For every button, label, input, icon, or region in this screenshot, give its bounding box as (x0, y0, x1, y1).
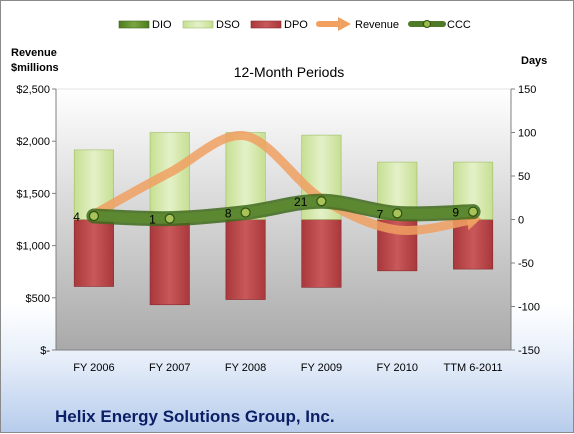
right-tick-label: 0 (518, 215, 524, 227)
right-axis-title: Days (521, 55, 547, 67)
legend-label-ccc: CCC (447, 19, 471, 31)
legend-swatch-dpo (251, 21, 281, 28)
ccc-data-label: 9 (452, 206, 459, 220)
ccc-point (89, 212, 98, 221)
left-tick-label: $1,500 (16, 188, 50, 200)
legend-swatch-dso (183, 21, 213, 28)
ccc-data-label: 4 (73, 210, 80, 224)
legend-label-revenue: Revenue (355, 19, 399, 31)
left-tick-label: $- (40, 345, 50, 357)
x-tick-label: TTM 6-2011 (444, 362, 503, 374)
ccc-data-label: 21 (294, 195, 308, 209)
legend-swatch-dio (119, 21, 149, 28)
right-tick-label: -150 (518, 345, 540, 357)
ccc-point (241, 208, 250, 217)
legend-swatch-revenue (319, 17, 351, 31)
legend-label-dso: DSO (216, 19, 240, 31)
ccc-point (393, 209, 402, 218)
right-tick-label: -50 (518, 258, 534, 270)
x-axis-labels: FY 2006 FY 2007 FY 2008 FY 2009 FY 2010 TTM 6… (73, 362, 502, 374)
left-axis-ticks: $- $500 $1,000 $1,500 $2,000 $2,500 (16, 84, 56, 357)
chart-title: 12-Month Periods (234, 64, 345, 80)
left-tick-label: $1,000 (16, 241, 50, 253)
x-tick-label: FY 2009 (301, 362, 342, 374)
right-tick-label: 100 (518, 128, 536, 140)
right-axis-ticks: -150 -100 -50 0 50 100 150 (511, 84, 540, 357)
left-tick-label: $2,000 (16, 136, 50, 148)
ccc-data-label: 8 (225, 207, 232, 221)
ccc-data-label: 7 (377, 207, 384, 221)
x-tick-label: FY 2006 (73, 362, 114, 374)
ccc-point (317, 197, 326, 206)
left-axis-title-line1: Revenue (11, 47, 57, 59)
dpo-bar (150, 220, 189, 305)
right-tick-label: 150 (518, 84, 536, 96)
legend: DIO DSO DPO Revenue CCC (119, 17, 471, 31)
ccc-point (469, 207, 478, 216)
legend-label-dio: DIO (152, 19, 172, 31)
x-tick-label: FY 2007 (149, 362, 190, 374)
left-tick-label: $500 (26, 293, 50, 305)
legend-swatch-ccc (411, 21, 443, 28)
dpo-bar (302, 220, 341, 288)
ccc-data-label: 1 (149, 213, 156, 227)
right-tick-label: 50 (518, 171, 530, 183)
company-name: Helix Energy Solutions Group, Inc. (55, 407, 335, 426)
x-tick-label: FY 2008 (225, 362, 266, 374)
dpo-bar (226, 220, 265, 300)
right-tick-label: -100 (518, 302, 540, 314)
left-tick-label: $2,500 (16, 84, 50, 96)
x-tick-label: FY 2010 (377, 362, 418, 374)
left-axis-title-line2: $millions (11, 62, 59, 74)
dpo-bar (74, 220, 113, 287)
ccc-point (165, 214, 174, 223)
legend-label-dpo: DPO (284, 19, 308, 31)
